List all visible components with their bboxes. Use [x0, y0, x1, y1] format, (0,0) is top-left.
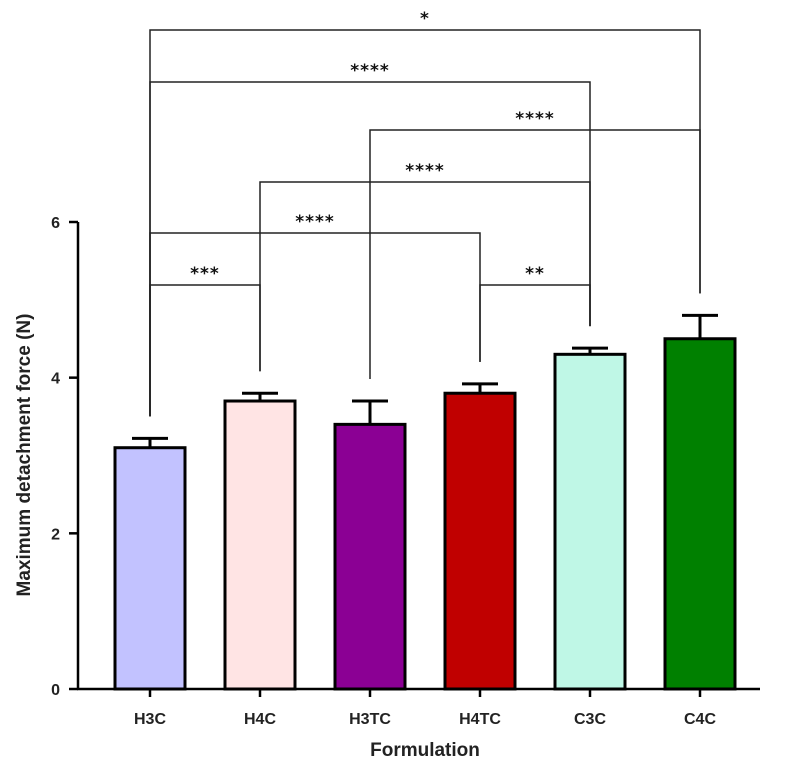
bar-c4c	[663, 337, 737, 691]
y-tick-label: 0	[51, 682, 60, 699]
x-axis-ticks: H3C H4C H3TC H4TC C3C C4C	[134, 689, 716, 728]
y-tick-label: 2	[51, 526, 60, 543]
significance-bracket	[479, 284, 591, 362]
significance-label: ****	[405, 161, 445, 181]
y-tick-label: 4	[51, 371, 60, 388]
y-axis-title: Maximum detachment force (N)	[14, 314, 35, 597]
significance-label: ***	[190, 264, 220, 284]
x-tick-label-h4tc: H4TC	[459, 711, 501, 728]
significance-bracket	[149, 29, 701, 417]
bar-h4c	[223, 399, 297, 691]
significance-brackets: *** *******************	[149, 9, 701, 417]
x-tick-label-c4c: C4C	[684, 711, 716, 728]
significance-label: ****	[295, 212, 335, 232]
bar-h4tc	[443, 391, 517, 691]
significance-label: ****	[350, 61, 390, 81]
x-tick-label-h3tc: H3TC	[349, 711, 391, 728]
x-axis-title: Formulation	[370, 740, 480, 761]
error-bars	[132, 313, 718, 448]
bars	[113, 337, 737, 691]
significance-label: **	[525, 264, 545, 284]
significance-bracket	[149, 284, 261, 417]
significance-label: ****	[515, 109, 555, 129]
significance-label: *	[420, 9, 430, 29]
y-axis-ticks: 0 2 4 6	[51, 215, 78, 699]
bar-h3c	[113, 446, 187, 691]
bar-c3c	[553, 352, 627, 691]
x-tick-label-h4c: H4C	[244, 711, 276, 728]
bar-h3tc	[333, 422, 407, 691]
y-tick-label: 6	[51, 215, 60, 232]
x-tick-label-c3c: C3C	[574, 711, 606, 728]
x-tick-label-h3c: H3C	[134, 711, 166, 728]
significance-bracket	[149, 232, 481, 417]
